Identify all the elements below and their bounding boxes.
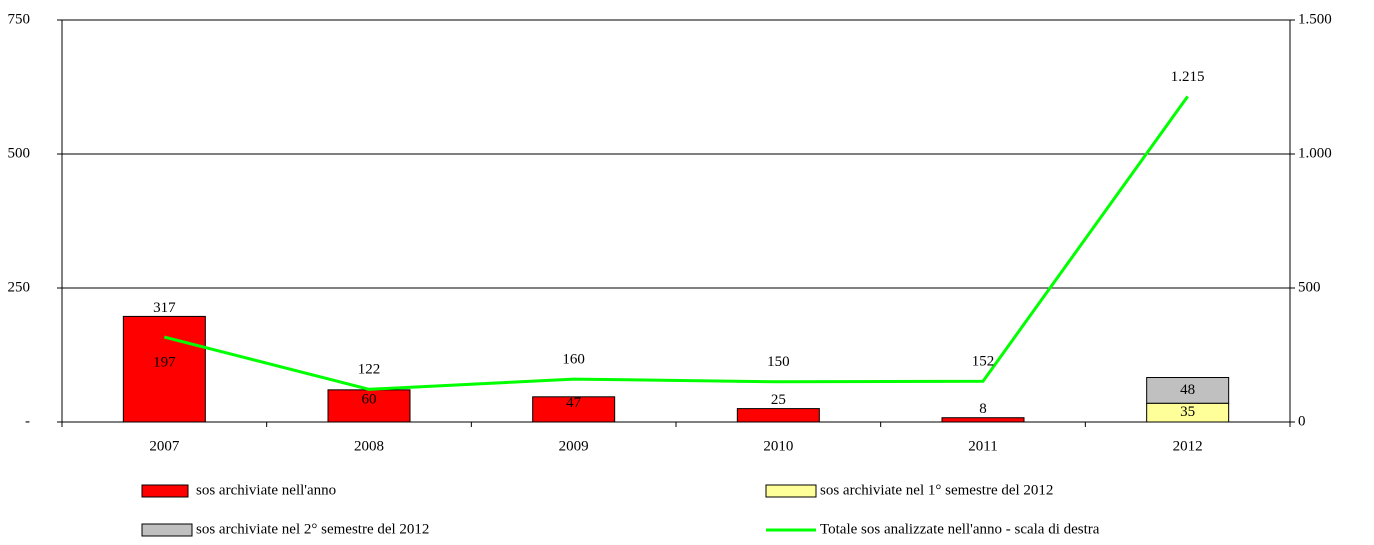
y-tick-label: 500	[8, 145, 31, 161]
x-tick-label: 2010	[763, 438, 793, 454]
data-label: 152	[972, 354, 995, 370]
legend-label: sos archiviate nel 2° semestre del 2012	[196, 521, 429, 537]
data-label: 60	[362, 391, 377, 407]
data-label: 35	[1180, 404, 1195, 420]
data-label: 8	[979, 401, 987, 417]
y2-tick-label: 0	[1298, 413, 1306, 429]
bar	[327, 389, 411, 423]
data-label: 150	[767, 354, 790, 370]
legend-label: sos archiviate nel 1° semestre del 2012	[820, 482, 1053, 498]
bar	[941, 417, 1025, 423]
bar	[1146, 377, 1230, 404]
bar	[736, 408, 820, 423]
data-label: 47	[566, 395, 582, 411]
y2-tick-label: 500	[1298, 279, 1321, 295]
data-label: 317	[153, 300, 176, 316]
x-tick-label: 2007	[149, 438, 180, 454]
data-label: 160	[562, 352, 585, 368]
y-tick-label: 750	[8, 11, 31, 27]
data-label: 48	[1180, 382, 1195, 398]
line	[163, 95, 1189, 391]
bar	[532, 396, 616, 423]
data-label: 25	[771, 392, 786, 408]
data-label: 197	[153, 355, 176, 371]
legend-swatch	[765, 484, 817, 498]
y2-tick-label: 1.500	[1298, 11, 1332, 27]
x-tick-label: 2011	[968, 438, 997, 454]
data-label: 1.215	[1171, 69, 1205, 85]
x-tick-label: 2012	[1173, 438, 1203, 454]
y2-tick-label: 1.000	[1298, 145, 1332, 161]
legend-swatch	[141, 484, 189, 498]
legend-label: sos archiviate nell'anno	[196, 482, 336, 498]
legend-label: Totale sos analizzate nell'anno - scala …	[820, 521, 1100, 537]
legend-swatch	[141, 523, 193, 537]
y-tick-label: -	[25, 413, 30, 429]
x-tick-label: 2008	[354, 438, 384, 454]
bar	[122, 315, 206, 423]
x-tick-label: 2009	[559, 438, 589, 454]
data-label: 122	[358, 362, 381, 378]
y-tick-label: 250	[8, 279, 31, 295]
